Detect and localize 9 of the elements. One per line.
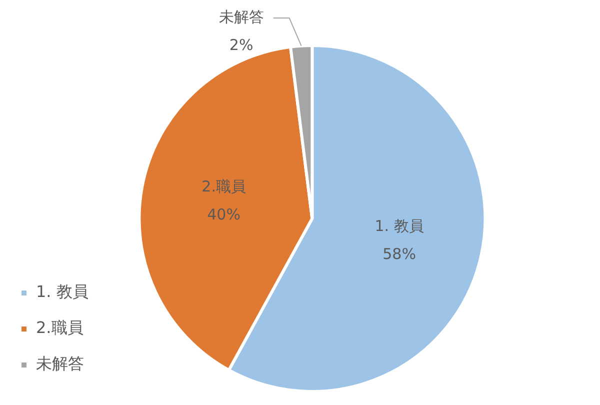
slice-label: 2.職員: [202, 178, 246, 196]
data-label: 2%: [229, 36, 254, 54]
slice-label: 未解答: [218, 8, 264, 26]
data-label: 58%: [382, 244, 416, 263]
slice-label: 1. 教員: [374, 216, 424, 235]
legend-label: 2.職員: [36, 318, 84, 338]
legend-label: 未解答: [36, 354, 84, 374]
legend-label: 1. 教員: [36, 282, 88, 302]
data-label: 40%: [207, 206, 240, 224]
